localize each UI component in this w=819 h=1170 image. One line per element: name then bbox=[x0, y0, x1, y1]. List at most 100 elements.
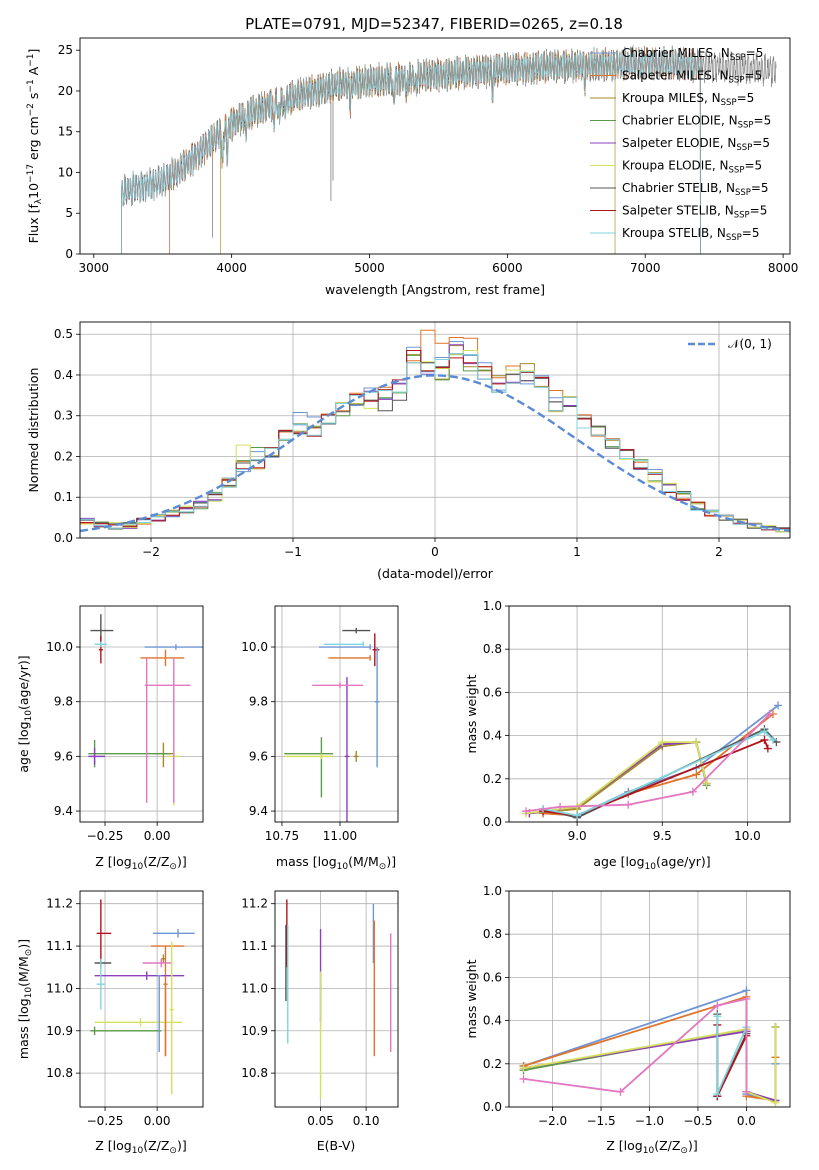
tick-label-y-age_vs_mass-3: 10.0 bbox=[241, 640, 268, 654]
tick-label-x-spectrum-2: 5000 bbox=[354, 261, 385, 275]
tick-label-y-weight_vs_age-4: 0.8 bbox=[483, 642, 502, 656]
legend-label-2: Kroupa MILES, NSSP=5 bbox=[622, 91, 754, 108]
tick-label-y-age_vs_mass-0: 9.4 bbox=[249, 804, 268, 818]
weight-vs-age-x-axis-label-part-2: (age/yr)] bbox=[656, 854, 711, 869]
spectrum-x-axis-label: wavelength [Angstrom, rest frame] bbox=[325, 282, 545, 297]
weight-vs-Z-x-axis-label-part-3: ⊙ bbox=[680, 1146, 688, 1156]
weight-line-weight_vs_age-7 bbox=[542, 738, 769, 817]
axes-frame-spectrum bbox=[79, 37, 791, 255]
legend-label-0: Chabrier MILES, NSSP=5 bbox=[622, 46, 763, 63]
tick-label-y-spectrum-5: 25 bbox=[58, 43, 73, 57]
axes-frame-mass_vs_Z bbox=[79, 890, 204, 1108]
tick-label-x-weight_vs_Z-4: 0.0 bbox=[737, 1114, 756, 1128]
weight-y-axis-label-text-weight_vs_Z: mass weight bbox=[464, 959, 479, 1038]
weight-marker-weight_vs_age-9-1 bbox=[556, 802, 565, 811]
axes-mass_vs_Z: −0.25 0.00 10.8 10.9 11.0 11.1 11.2 bbox=[46, 890, 204, 1128]
spectrum-y-axis-label-part-6: s bbox=[26, 93, 41, 104]
tick-label-x-residuals-1: −1 bbox=[284, 545, 302, 559]
age-vs-Z-x-axis-label-part-2: (Z/Z bbox=[143, 854, 169, 869]
legend-label-suffix-1: =5 bbox=[744, 69, 762, 83]
normal-distribution-curve bbox=[80, 374, 790, 533]
tick-label-y-weight_vs_age-5: 1.0 bbox=[483, 599, 502, 613]
tick-label-x-weight_vs_age-2: 10.0 bbox=[734, 829, 761, 843]
tick-label-y-residuals-2: 0.2 bbox=[54, 449, 73, 463]
age-vs-Z-x-axis-label: Z [log10(Z/Z⊙)] bbox=[95, 854, 186, 872]
tick-label-y-mass_vs_Z-1: 10.9 bbox=[46, 1024, 73, 1038]
histogram-y-axis-label-text: Normed distribution bbox=[26, 368, 41, 493]
legend-label-1: Salpeter MILES, NSSP=5 bbox=[622, 69, 762, 86]
tick-label-y-weight_vs_Z-4: 0.8 bbox=[483, 927, 502, 941]
tick-label-x-residuals-4: 2 bbox=[715, 545, 723, 559]
tick-label-x-weight_vs_Z-0: −2.0 bbox=[538, 1114, 567, 1128]
tick-label-y-mass_vs_Z-2: 11.0 bbox=[46, 981, 73, 995]
age-vs-Z-y-axis-label-part-2: (age/yr)] bbox=[16, 655, 31, 710]
plot-area-age_vs_Z bbox=[88, 614, 203, 806]
spectrum-y-axis-label-part-9: −1 bbox=[26, 54, 36, 67]
histogram-y-axis-label: Normed distribution bbox=[26, 368, 41, 493]
legend-label-suffix-3: =5 bbox=[754, 114, 772, 128]
spectrum-y-axis-label-part-4: erg cm bbox=[26, 116, 41, 164]
legend-label-3: Chabrier ELODIE, NSSP=5 bbox=[622, 114, 771, 131]
tick-label-y-spectrum-1: 5 bbox=[65, 206, 73, 220]
tick-label-y-mass_vs_ebv-1: 10.9 bbox=[241, 1024, 268, 1038]
spectrum-y-axis-label-part-7: −1 bbox=[26, 79, 36, 92]
weight-marker-weight_vs_age-8-1 bbox=[573, 811, 582, 820]
tick-label-y-age_vs_Z-2: 9.8 bbox=[54, 695, 73, 709]
weight-marker-weight_vs_age-5-2 bbox=[658, 738, 667, 747]
tick-label-y-spectrum-4: 20 bbox=[58, 84, 73, 98]
legend-label-sub-4: SSP bbox=[736, 143, 752, 153]
legend-label-text-1: Salpeter MILES, N bbox=[622, 69, 729, 83]
legend-label-sub-7: SSP bbox=[734, 211, 750, 221]
weight-marker-weight_vs_age-7-3 bbox=[763, 744, 772, 753]
histogram-x-axis-label: (data-model)/error bbox=[377, 566, 494, 581]
figure-title: PLATE=0791, MJD=52347, FIBERID=0265, z=0… bbox=[245, 15, 623, 33]
axes-frame-residuals bbox=[79, 321, 791, 539]
age-vs-Z-y-axis-label: age [log10(age/yr)] bbox=[16, 655, 34, 772]
mass-vs-Z-y-axis-label: mass [log10(M/M⊙)] bbox=[16, 939, 34, 1059]
weight-marker-weight_vs_age-7-2 bbox=[760, 735, 769, 744]
legend-label-5: Kroupa ELODIE, NSSP=5 bbox=[622, 159, 762, 176]
tick-label-x-spectrum-1: 4000 bbox=[216, 261, 247, 275]
weight-y-axis-label-weight_vs_age: mass weight bbox=[464, 674, 479, 753]
tick-label-x-residuals-0: −2 bbox=[142, 545, 160, 559]
weight-marker-weight_vs_age-8-3 bbox=[768, 735, 777, 744]
weight-y-axis-label-text-weight_vs_age: mass weight bbox=[464, 674, 479, 753]
weight-marker-weight_vs_age-9-0 bbox=[522, 807, 531, 816]
legend-label-suffix-6: =5 bbox=[751, 181, 769, 195]
tick-label-x-mass_vs_ebv-0: 0.05 bbox=[307, 1114, 334, 1128]
weight-line-weight_vs_age-8 bbox=[542, 730, 774, 817]
age-vs-Z-x-axis-label-part-4: )] bbox=[177, 854, 187, 869]
legend-label-sub-6: SSP bbox=[735, 188, 751, 198]
legend-label-7: Salpeter STELIB, NSSP=5 bbox=[622, 204, 767, 221]
axes-frame-weight_vs_age bbox=[508, 605, 791, 823]
spectrum-y-axis-label-part-0: Flux [f bbox=[26, 204, 41, 244]
tick-label-y-residuals-5: 0.5 bbox=[54, 327, 73, 341]
weight-marker-weight_vs_age-5-4 bbox=[702, 779, 711, 788]
age-vs-mass-x-axis-label-part-1: 10 bbox=[337, 862, 349, 872]
mass-vs-Z-x-axis-label-part-0: Z [log bbox=[95, 1138, 131, 1153]
tick-label-y-mass_vs_ebv-4: 11.2 bbox=[241, 897, 268, 911]
tick-label-x-weight_vs_Z-1: −1.5 bbox=[586, 1114, 615, 1128]
axes-mass_vs_ebv: 0.05 0.10 10.8 10.9 11.0 11.1 11.2 bbox=[241, 890, 399, 1128]
legend-label-6: Chabrier STELIB, NSSP=5 bbox=[622, 181, 769, 198]
legend-label-text-7: Salpeter STELIB, N bbox=[622, 204, 734, 218]
tick-label-x-residuals-2: 0 bbox=[431, 545, 439, 559]
weight-marker-weight_vs_age-9-4 bbox=[765, 710, 774, 718]
tick-label-y-age_vs_Z-0: 9.4 bbox=[54, 804, 73, 818]
weight-vs-Z-x-axis-label-part-2: (Z/Z bbox=[654, 1138, 680, 1153]
tick-label-y-mass_vs_ebv-2: 11.0 bbox=[241, 981, 268, 995]
weight-marker-weight_vs_Z-9-0 bbox=[519, 1074, 528, 1083]
tick-label-x-spectrum-0: 3000 bbox=[79, 261, 110, 275]
weight-vs-age-x-axis-label-part-1: 10 bbox=[645, 862, 657, 872]
mass-vs-Z-y-axis-label-part-2: (M/M bbox=[16, 956, 31, 987]
legend-label-suffix-2: =5 bbox=[737, 91, 755, 105]
weight-marker-weight_vs_Z-9-2 bbox=[713, 1001, 722, 1010]
tick-label-y-weight_vs_Z-2: 0.4 bbox=[483, 1014, 502, 1028]
tick-label-y-age_vs_Z-1: 9.6 bbox=[54, 749, 73, 763]
legend-label-sub-0: SSP bbox=[730, 53, 746, 63]
spectrum-y-axis-label-part-8: A bbox=[26, 66, 41, 79]
mass-vs-Z-y-axis-label-part-1: 10 bbox=[24, 987, 34, 999]
age-vs-Z-x-axis-label-part-3: ⊙ bbox=[169, 862, 177, 872]
weight-marker-weight_vs_Z-8-1 bbox=[713, 1090, 722, 1099]
